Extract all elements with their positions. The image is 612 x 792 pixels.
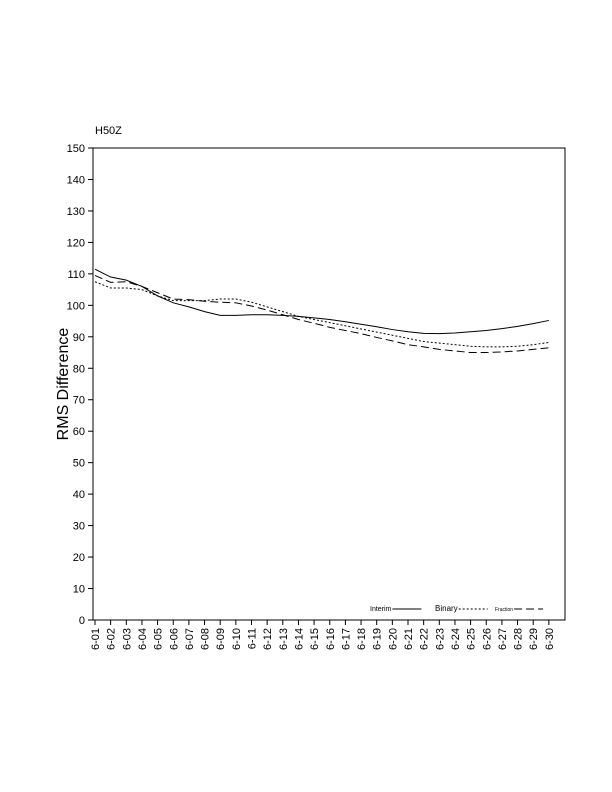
x-tick-label: 6-20: [387, 628, 399, 650]
x-tick-label: 6-01: [90, 628, 102, 650]
series-line: [94, 274, 549, 354]
x-tick-label: 6-08: [200, 628, 212, 650]
y-tick-label: 140: [67, 174, 85, 186]
chart-title: H50Z: [95, 125, 122, 137]
x-tick-label: 6-18: [356, 628, 368, 650]
x-tick-label: 6-07: [184, 628, 196, 650]
x-tick-label: 6-11: [247, 628, 259, 649]
x-tick-label: 6-30: [544, 628, 556, 650]
plot-frame: [92, 147, 566, 621]
x-tick-label: 6-15: [309, 628, 321, 650]
x-tick-label: 6-24: [450, 628, 462, 650]
x-tick-label: 6-25: [466, 628, 478, 650]
x-tick-label: 6-06: [168, 628, 180, 650]
series-line: [94, 281, 549, 348]
x-tick-label: 6-10: [231, 628, 243, 650]
y-tick-label: 10: [73, 584, 85, 596]
y-tick-label: 150: [67, 143, 85, 155]
y-tick-label: 110: [67, 269, 85, 281]
x-tick-label: 6-17: [340, 628, 352, 650]
x-tick-label: 6-05: [153, 628, 165, 650]
x-tick-label: 6-23: [434, 628, 446, 650]
x-tick-label: 6-16: [325, 628, 337, 650]
y-tick-label: 0: [79, 615, 85, 627]
x-tick-label: 6-12: [262, 628, 274, 650]
y-tick-label: 80: [73, 363, 85, 375]
legend-label: Interim: [370, 606, 392, 613]
x-tick-label: 6-28: [513, 628, 525, 650]
x-tick-label: 6-19: [372, 628, 384, 650]
series-line: [94, 268, 549, 335]
y-tick-label: 20: [73, 552, 85, 564]
x-tick-label: 6-02: [106, 628, 118, 650]
y-tick-label: 60: [73, 426, 85, 438]
y-tick-label: 30: [73, 521, 85, 533]
y-axis-label: RMS Difference: [55, 328, 72, 441]
y-tick-label: 130: [67, 206, 85, 218]
x-tick-label: 6-13: [278, 628, 290, 650]
x-tick-label: 6-21: [403, 628, 415, 650]
y-tick-label: 50: [73, 458, 85, 470]
legend-label: Binary: [435, 604, 458, 613]
x-tick-label: 6-03: [121, 628, 133, 650]
y-tick-label: 40: [73, 489, 85, 501]
y-tick-label: 120: [67, 237, 85, 249]
x-tick-label: 6-14: [293, 628, 305, 650]
x-tick-label: 6-04: [137, 628, 149, 650]
x-tick-label: 6-27: [497, 628, 509, 650]
y-tick-label: 90: [73, 332, 85, 344]
y-tick-label: 100: [67, 300, 85, 312]
x-tick-label: 6-09: [215, 628, 227, 650]
legend-label: Fraction: [495, 607, 513, 613]
x-tick-label: 6-29: [528, 628, 540, 650]
x-tick-label: 6-26: [481, 628, 493, 650]
y-tick-label: 70: [73, 395, 85, 407]
x-tick-label: 6-22: [419, 628, 431, 650]
